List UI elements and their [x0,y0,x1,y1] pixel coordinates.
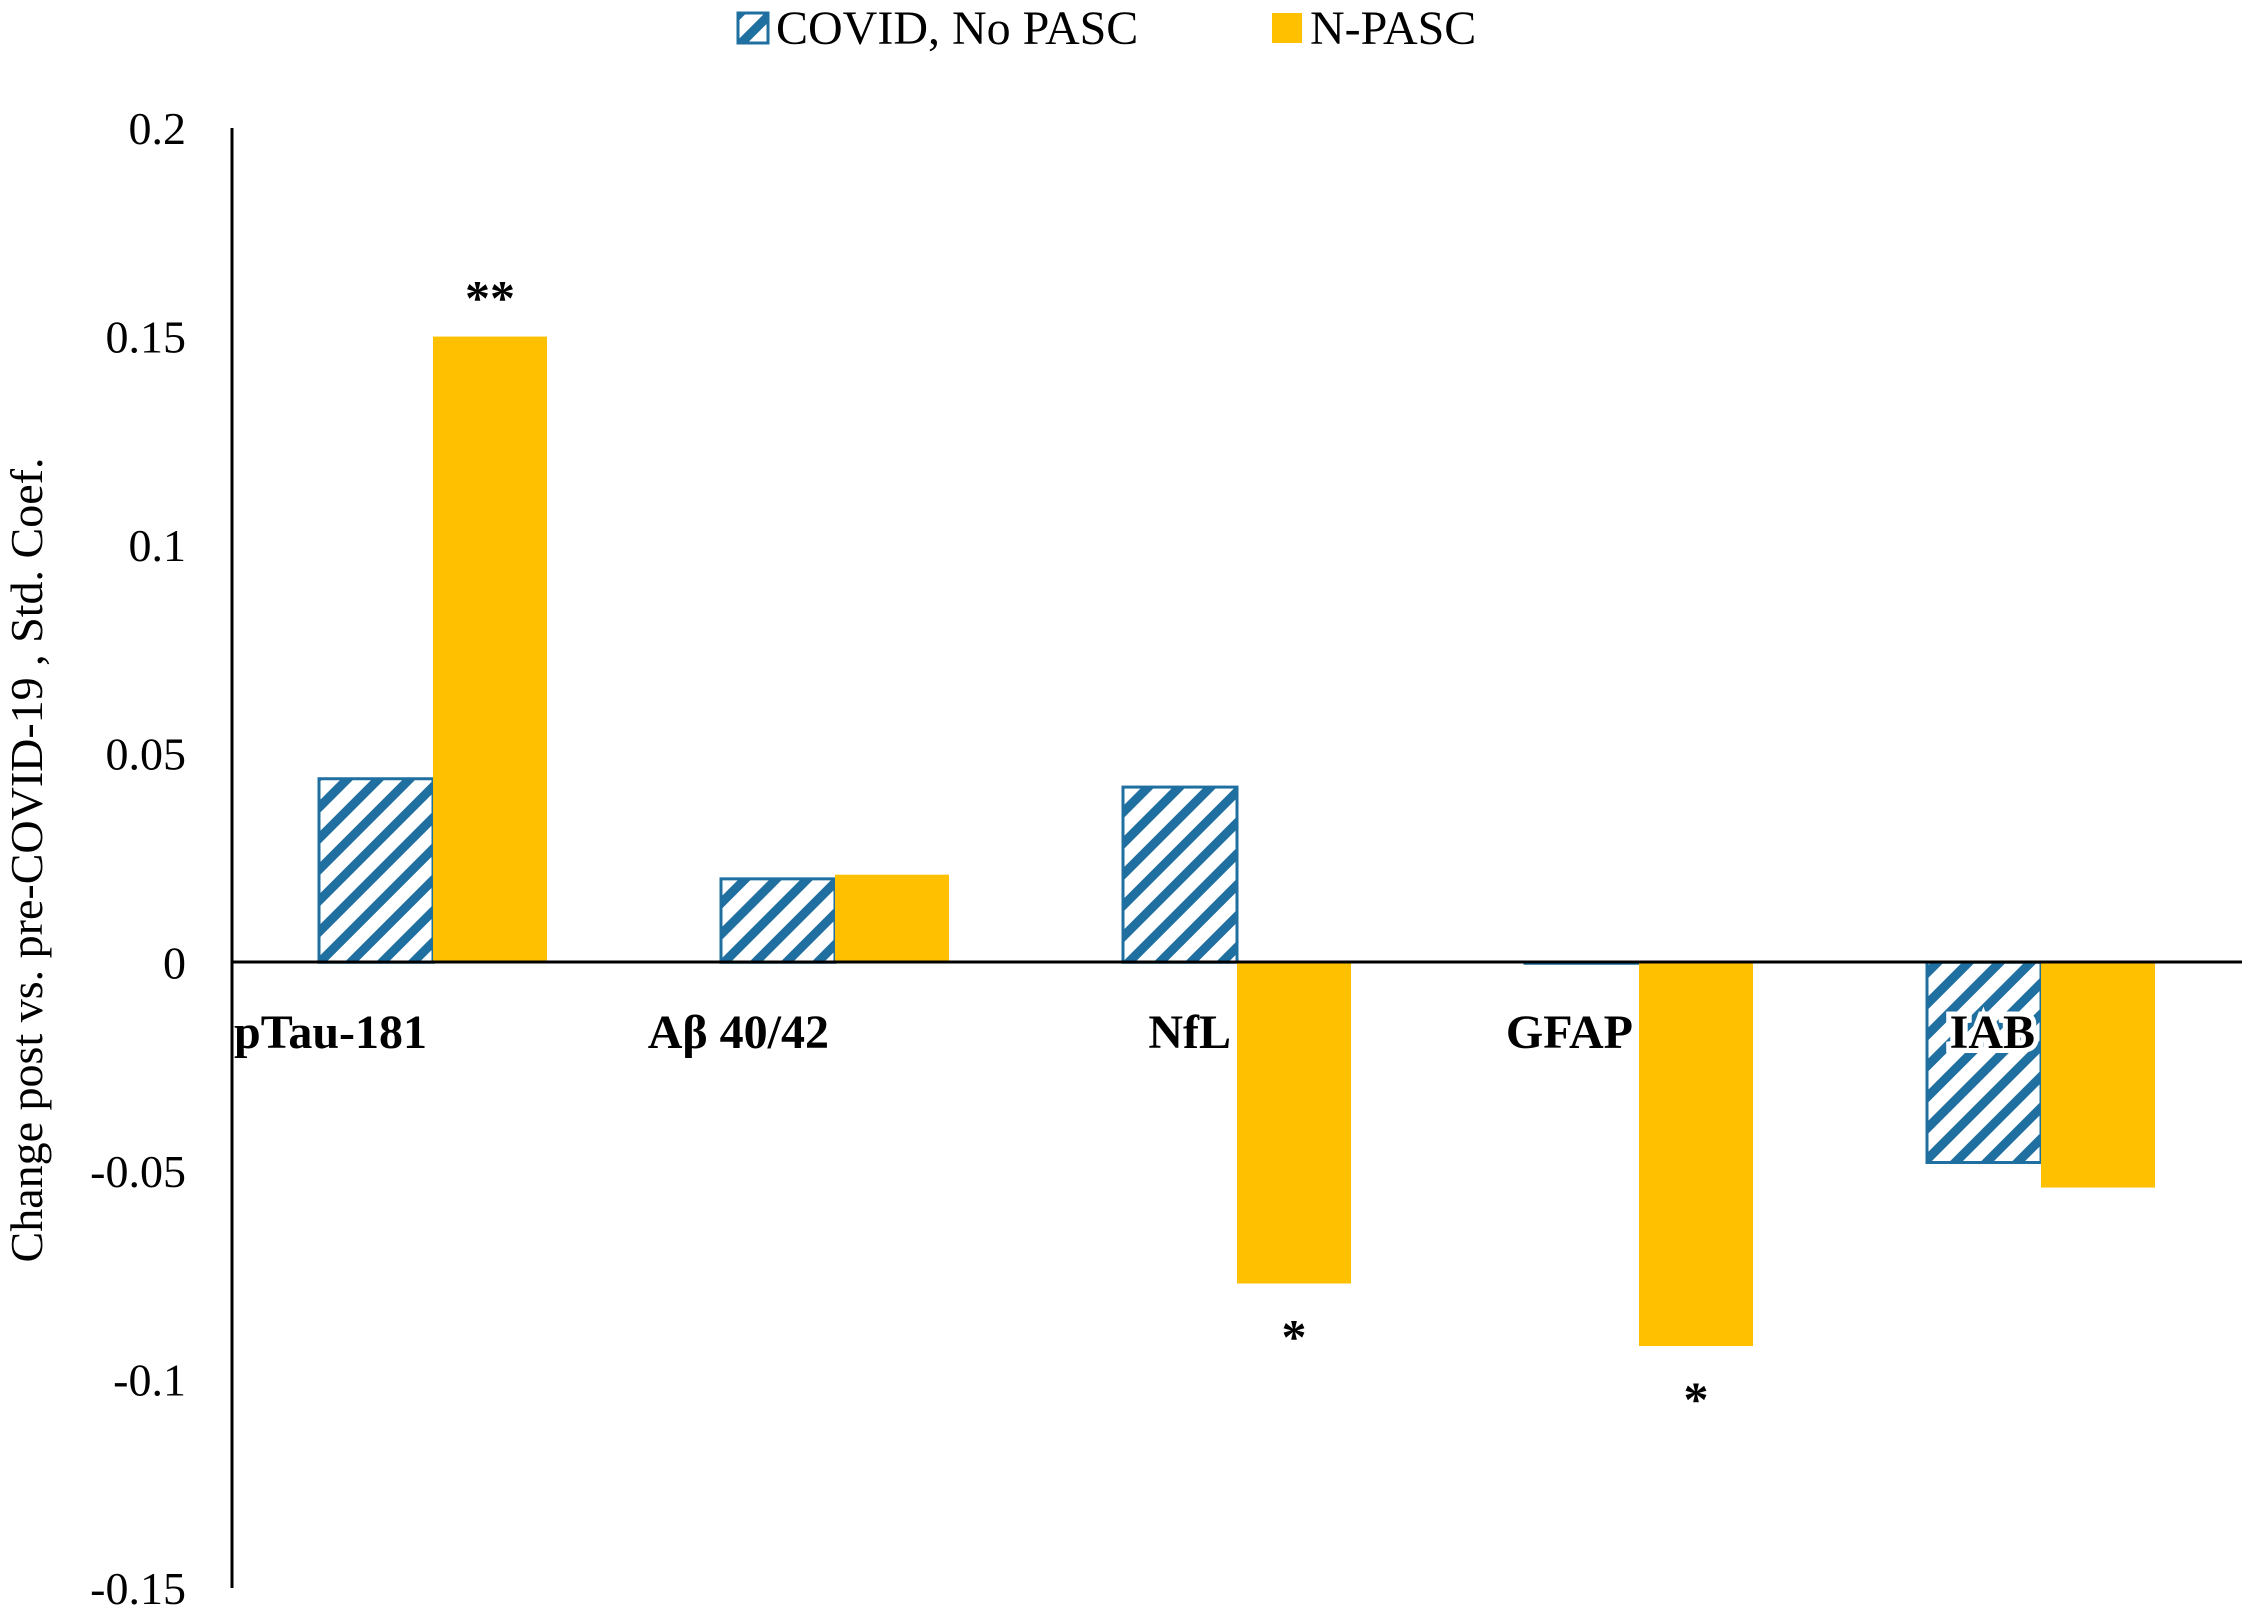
significance-marker: ** [465,270,515,326]
category-label: GFAP [1506,1006,1633,1059]
y-tick-label: 0.05 [106,729,187,780]
legend-swatch-n-pasc [1272,13,1302,43]
category-label: IAB [1950,1006,2035,1059]
bar-n-pasc-a-40-42 [835,874,949,963]
significance-marker: * [1282,1308,1307,1364]
bars [317,336,2155,1347]
significance-marker: * [1684,1371,1709,1427]
category-labels: pTau-181 Aβ 40/42 NfL GFAP IAB [229,1001,2040,1064]
bar-n-pasc-iab [2041,962,2155,1188]
y-tick-labels: 0.2 0.15 0.1 0.05 0 -0.05 -0.1 -0.15 [90,103,186,1608]
bar-covid-no-pasc-a-40-42 [719,877,837,964]
y-tick-label: -0.15 [90,1563,186,1608]
legend-swatch-covid-no-pasc [736,11,770,45]
y-tick-label: 0.15 [106,312,187,363]
significance-annotations: **** [465,270,1709,1427]
y-axis-title: Change post vs. pre-COVID-19 , Std. Coef… [1,458,52,1263]
category-label: Aβ 40/42 [648,1006,829,1059]
y-tick-label: -0.05 [90,1146,186,1197]
bar-covid-no-pasc-ptau-181 [317,777,435,964]
legend-label-covid-no-pasc: COVID, No PASC [776,2,1138,55]
bar-covid-no-pasc-iab [1925,960,2043,1165]
category-label: NfL [1148,1006,1231,1059]
legend: COVID, No PASC N-PASC [736,2,1476,55]
category-label: pTau-181 [234,1006,427,1059]
y-tick-label: 0.1 [129,520,187,571]
y-tick-label: 0 [163,937,186,988]
y-tick-label: -0.1 [113,1354,186,1405]
y-tick-label: 0.2 [129,103,187,154]
bar-covid-no-pasc-nfl [1121,785,1239,964]
legend-label-n-pasc: N-PASC [1310,2,1476,55]
bar-n-pasc-nfl [1237,962,1351,1284]
bar-n-pasc-gfap [1639,962,1753,1347]
bar-n-pasc-ptau-181 [433,336,547,963]
